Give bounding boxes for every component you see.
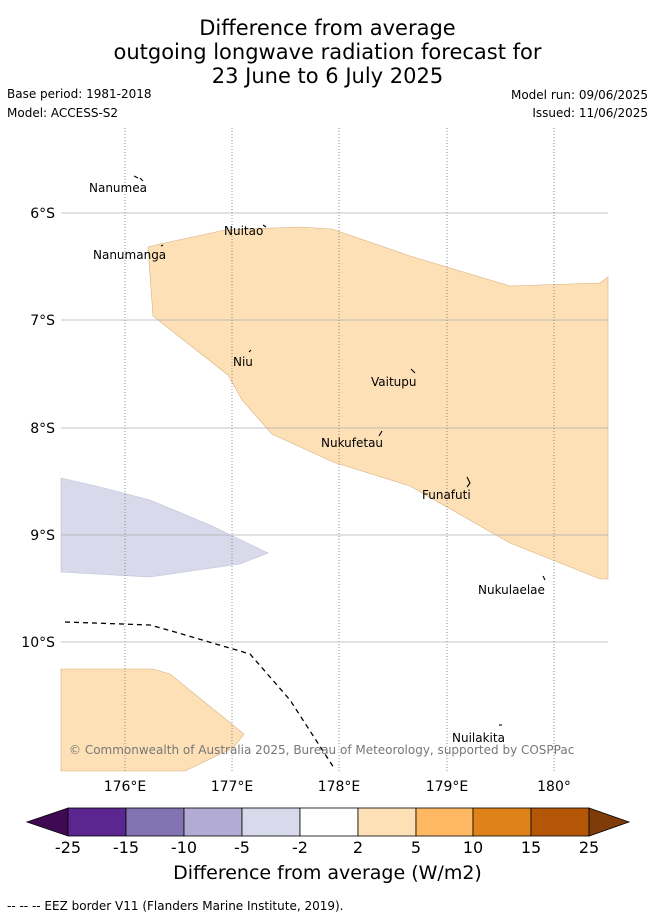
islands (133, 175, 546, 726)
issued-date: Issued: 11/06/2025 (532, 106, 648, 120)
title-line-3: 23 June to 6 July 2025 (211, 64, 444, 88)
colorbar-label: -15 (112, 838, 140, 857)
island-niu (248, 349, 252, 353)
island-nukufetau (378, 430, 383, 437)
colorbar (25, 807, 631, 837)
place-nanumanga: Nanumanga (93, 248, 166, 262)
colorbar-label: 2 (352, 838, 364, 857)
base-period: Base period: 1981-2018 (7, 87, 152, 101)
colorbar-label: 10 (462, 838, 484, 857)
island-nuitao (262, 224, 267, 228)
place-funafuti: Funafuti (422, 488, 471, 502)
colorbar-bin-2 (125, 807, 185, 837)
island-nanumanga (160, 244, 164, 247)
lat-label-8s: 8°S (30, 421, 55, 437)
eez-footnote: -- -- -- EEZ border V11 (Flanders Marine… (7, 899, 344, 913)
map-title: Difference from average outgoing longwav… (0, 16, 655, 88)
place-nuilakita: Nuilakita (452, 731, 505, 745)
model-name: Model: ACCESS-S2 (7, 106, 119, 120)
colorbar-bin-4 (241, 807, 301, 837)
model-run: Model run: 09/06/2025 (510, 88, 648, 102)
lon-label-177e: 177°E (211, 779, 254, 795)
lon-label-179e: 179°E (426, 779, 469, 795)
place-nanumea: Nanumea (89, 181, 147, 195)
island-nanumea (133, 175, 144, 182)
colorbar-title: Difference from average (W/m2) (173, 862, 482, 884)
colorbar-label: -25 (54, 838, 82, 857)
lat-label-7s: 7°S (30, 313, 55, 329)
place-nukulaelae: Nukulaelae (478, 583, 545, 597)
lat-label-10s: 10°S (21, 635, 55, 651)
colorbar-label: -2 (292, 838, 308, 857)
island-funafuti (466, 476, 471, 488)
place-nuitao: Nuitao (224, 224, 263, 238)
colorbar-label: 15 (520, 838, 542, 857)
title-line-2: outgoing longwave radiation forecast for (113, 40, 542, 64)
colorbar-bin-1 (67, 807, 127, 837)
colorbar-bin-6 (357, 807, 417, 837)
title-line-1: Difference from average (199, 16, 456, 40)
positive-anomaly-region-north (147, 226, 609, 580)
colorbar-label: 5 (410, 838, 422, 857)
colorbar-bin-8 (472, 807, 532, 837)
lon-label-178e: 178°E (318, 779, 361, 795)
colorbar-label: -5 (234, 838, 250, 857)
lon-label-176e: 176°E (104, 779, 147, 795)
eez-border (64, 621, 335, 769)
place-nukufetau: Nukufetau (321, 436, 383, 450)
colorbar-bin-7 (415, 807, 474, 837)
place-niu: Niu (233, 355, 253, 369)
colorbar-label: 25 (578, 838, 600, 857)
colorbar-bin-5 (299, 807, 359, 837)
colorbar-bin-9 (530, 807, 590, 837)
colorbar-label: -10 (170, 838, 198, 857)
lat-label-9s: 9°S (30, 528, 55, 544)
colorbar-extend-low (25, 807, 69, 837)
copyright-notice: © Commonwealth of Australia 2025, Bureau… (69, 743, 574, 757)
place-vaitupu: Vaitupu (371, 375, 417, 389)
colorbar-extend-high (588, 807, 631, 837)
positive-anomaly-region-south (60, 668, 245, 772)
lon-label-180: 180° (537, 779, 571, 795)
longitude-gridlines (124, 128, 555, 771)
lat-label-6s: 6°S (30, 206, 55, 222)
island-nukulaelae (542, 575, 546, 581)
island-vaitupu (410, 368, 416, 374)
colorbar-bin-3 (183, 807, 243, 837)
negative-anomaly-region (60, 477, 269, 578)
latitude-gridlines (61, 212, 608, 643)
